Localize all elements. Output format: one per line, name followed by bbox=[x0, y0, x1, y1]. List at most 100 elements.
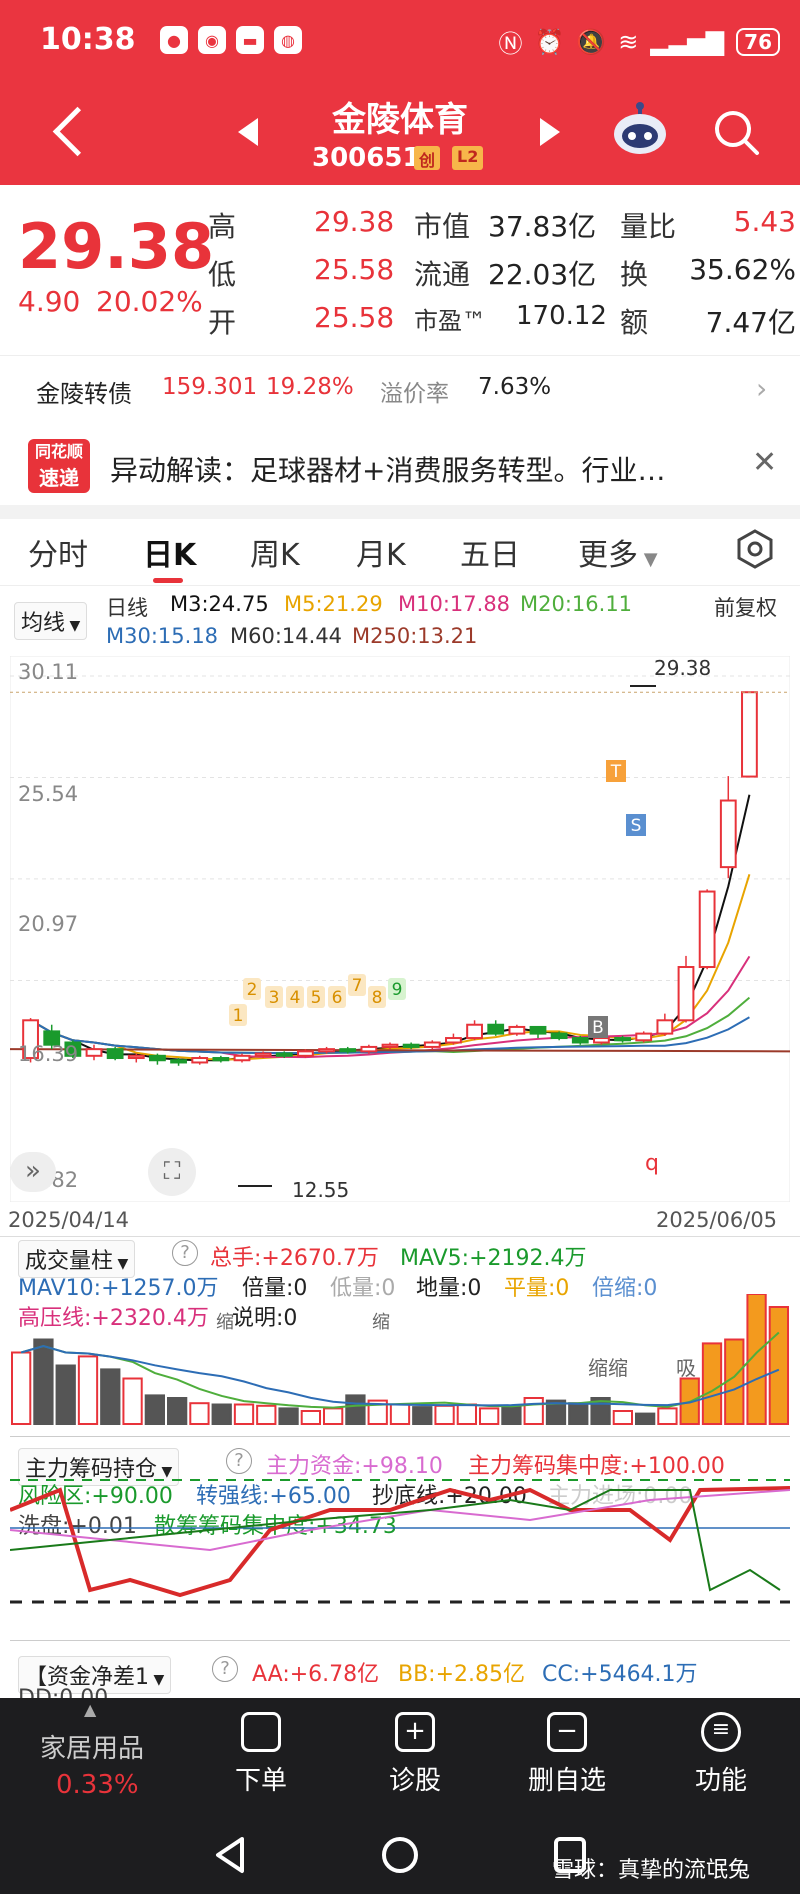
volume-bar bbox=[545, 1399, 567, 1425]
open-label: 开 bbox=[208, 306, 237, 339]
candle-body bbox=[85, 1048, 103, 1057]
tab-weekly-k[interactable]: 周K bbox=[250, 538, 300, 573]
news-text: 异动解读：足球器材+消费服务转型。行业… bbox=[110, 454, 666, 487]
candle-body bbox=[339, 1048, 357, 1053]
volume-bar bbox=[635, 1412, 656, 1425]
volume-bar bbox=[122, 1377, 143, 1425]
signal-marker-bg bbox=[243, 978, 261, 1000]
system-recents-icon[interactable] bbox=[552, 1835, 588, 1875]
marker-s-bg bbox=[626, 814, 646, 836]
signal-marker-bg bbox=[388, 978, 406, 1000]
current-price: 29.38 bbox=[18, 210, 215, 283]
search-icon[interactable] bbox=[712, 108, 760, 156]
tab-five-day[interactable]: 五日 bbox=[460, 538, 520, 573]
tab-more[interactable]: 更多 ▼ bbox=[578, 538, 658, 573]
fullscreen-icon[interactable]: ⛶ bbox=[148, 1148, 196, 1196]
candle-body bbox=[233, 1054, 251, 1062]
total-volume: 总手:+2670.7万 bbox=[210, 1246, 379, 1271]
note-xi: 吸 bbox=[676, 1356, 696, 1380]
chevron-up-icon[interactable]: ▲ bbox=[84, 1700, 97, 1719]
settings-hex-icon[interactable] bbox=[734, 528, 776, 570]
signal-marker-bg bbox=[229, 1004, 247, 1026]
function-button[interactable]: ≡ 功能 bbox=[656, 1712, 786, 1797]
order-button[interactable]: 下单 bbox=[196, 1712, 326, 1797]
candle-body bbox=[571, 1037, 589, 1044]
convertible-bond-row[interactable]: 金陵转债 159.301 19.28% 溢价率 7.63% › bbox=[0, 355, 800, 420]
chip-help-icon[interactable]: ? bbox=[226, 1448, 252, 1474]
candle-body bbox=[22, 1019, 39, 1060]
max-price-label: 29.38 bbox=[654, 656, 712, 680]
kline-chart[interactable]: 12 3 4 5 678 9 T S Bq bbox=[10, 656, 790, 1202]
retail-line bbox=[10, 1489, 781, 1592]
volume-bar bbox=[456, 1403, 478, 1425]
note-suo2: 缩 bbox=[372, 1312, 390, 1333]
remove-watchlist-button[interactable]: − 删自选 bbox=[502, 1712, 632, 1797]
watermark: 雪球：真挚的流氓兔 bbox=[552, 1858, 751, 1883]
fund-divider bbox=[10, 1640, 790, 1641]
stock-code: 300651 bbox=[312, 143, 421, 173]
date-start: 2025/04/14 bbox=[8, 1208, 130, 1232]
turnover-value: 35.62% bbox=[689, 253, 796, 286]
adjust-label[interactable]: 前复权 bbox=[714, 596, 777, 620]
signal-marker-bg bbox=[265, 986, 283, 1008]
volume-bar bbox=[211, 1403, 232, 1425]
fund-selector[interactable]: 【资金净差1 ▼ bbox=[18, 1656, 172, 1694]
ma3-value: M3:24.75 bbox=[170, 592, 269, 616]
float-value: 22.03亿 bbox=[488, 258, 597, 291]
zhuanqiang-value: 转强线:+65.00 bbox=[196, 1484, 351, 1509]
section-divider bbox=[0, 505, 800, 519]
close-icon[interactable]: ✕ bbox=[752, 445, 778, 480]
volume-bar bbox=[233, 1403, 255, 1425]
volume-bar bbox=[167, 1397, 188, 1425]
next-stock-button[interactable] bbox=[540, 118, 560, 146]
tab-monthly-k[interactable]: 月K bbox=[356, 538, 406, 573]
tab-intraday[interactable]: 分时 bbox=[28, 538, 88, 573]
candle-body bbox=[741, 691, 758, 778]
tab-divider bbox=[0, 585, 800, 586]
l2-badge: L2 bbox=[452, 146, 484, 170]
pe-value: 170.12 bbox=[516, 301, 607, 331]
sector-name[interactable]: 家居用品 bbox=[40, 1734, 145, 1764]
volume-bar bbox=[657, 1407, 678, 1426]
amount-value: 7.47亿 bbox=[705, 306, 796, 339]
volume-bar bbox=[100, 1368, 121, 1425]
alarm-icon: ⏰ bbox=[534, 27, 565, 56]
diliang2-value: 地量:0 bbox=[416, 1276, 482, 1301]
diagnose-button[interactable]: + 诊股 bbox=[350, 1712, 480, 1797]
candle-body bbox=[275, 1052, 293, 1057]
candle-body bbox=[170, 1059, 187, 1064]
system-back-icon[interactable] bbox=[212, 1835, 248, 1875]
expand-left-icon[interactable]: » bbox=[10, 1152, 56, 1192]
volume-bar bbox=[144, 1394, 165, 1426]
pink-line bbox=[10, 1489, 790, 1552]
system-home-icon[interactable] bbox=[380, 1835, 420, 1875]
candle-body bbox=[381, 1043, 399, 1048]
ma250-value: M250:13.21 bbox=[352, 624, 478, 648]
gaoya-value: 高压线:+2320.4万 bbox=[18, 1306, 209, 1331]
ma30-value: M30:15.18 bbox=[106, 624, 219, 648]
xipan-value: 洗盘:+0.01 bbox=[18, 1514, 137, 1539]
fund-help-icon[interactable]: ? bbox=[212, 1656, 238, 1682]
order-icon bbox=[241, 1712, 281, 1752]
price-change: 4.90 bbox=[18, 285, 81, 318]
tonghuashun-logo: 同花顺 速递 bbox=[28, 439, 90, 493]
volume-bar bbox=[568, 1402, 589, 1425]
prev-stock-button[interactable] bbox=[238, 118, 258, 146]
ma-selector[interactable]: 均线 ▼ bbox=[14, 602, 88, 640]
volume-selector[interactable]: 成交量柱 ▼ bbox=[18, 1240, 136, 1278]
volume-bar bbox=[55, 1364, 76, 1425]
chip-selector[interactable]: 主力筹码持仓 ▼ bbox=[18, 1448, 180, 1486]
turnover-label: 换 bbox=[620, 258, 649, 291]
volume-bar bbox=[11, 1351, 32, 1425]
ma5-value: M5:21.29 bbox=[284, 592, 383, 616]
tab-daily-k[interactable]: 日K bbox=[143, 538, 197, 573]
back-button[interactable] bbox=[50, 100, 90, 160]
candle-body bbox=[297, 1050, 314, 1057]
news-banner[interactable]: 同花顺 速递 异动解读：足球器材+消费服务转型。行业… ✕ bbox=[0, 425, 800, 507]
signal-marker-8: 8 bbox=[372, 988, 383, 1008]
marker-t-bg bbox=[606, 760, 626, 782]
robot-assistant-icon[interactable] bbox=[610, 100, 670, 160]
wifi-icon: ≋ bbox=[618, 27, 639, 56]
help-icon[interactable]: ? bbox=[172, 1240, 198, 1266]
volume-bar bbox=[256, 1404, 277, 1426]
